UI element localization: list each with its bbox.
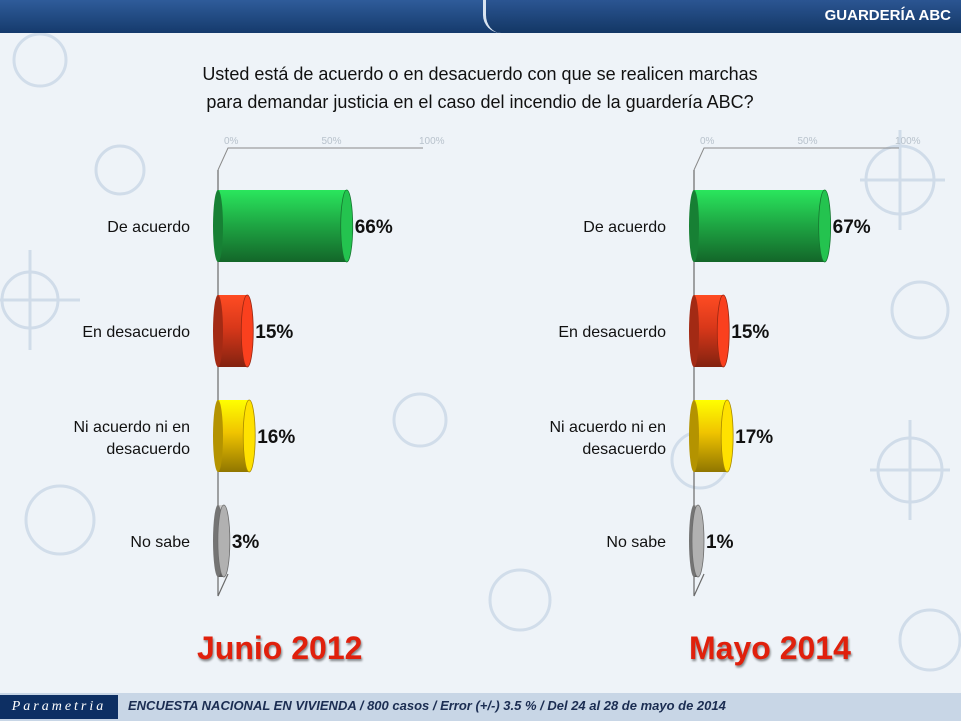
- bar-end-cap: [242, 399, 256, 473]
- bar-end-cap: [691, 504, 705, 578]
- category-label: En desacuerdo: [558, 324, 666, 341]
- category-label: De acuerdo: [107, 219, 190, 236]
- bar-base-cap: [689, 295, 699, 367]
- chart-junio-2012: 0% 50% 100% 66% De acuerdo 15% En desacuerdo 16…: [73, 136, 445, 597]
- bar-base-cap: [213, 190, 223, 262]
- question-line-1: Usted está de acuerdo o en desacuerdo co…: [202, 64, 758, 84]
- value-label: 17%: [735, 427, 773, 448]
- axis-top-frame: [217, 147, 423, 171]
- x-tick-label: 0%: [700, 136, 715, 147]
- bar-base-cap: [213, 400, 223, 472]
- survey-question: Usted está de acuerdo o en desacuerdo co…: [120, 60, 840, 116]
- bar-end-cap: [720, 399, 734, 473]
- bar-base-cap: [689, 190, 699, 262]
- header-tab: GUARDERÍA ABC: [483, 0, 961, 33]
- bar: [218, 190, 347, 262]
- header-bar: GUARDERÍA ABC: [0, 0, 961, 33]
- value-label: 67%: [833, 217, 871, 238]
- chart-mayo-2014: 0% 50% 100% 67% De acuerdo 15% En desacuerdo 17…: [549, 136, 921, 597]
- value-label: 15%: [255, 322, 293, 343]
- parametria-logo: Parametria: [0, 695, 118, 719]
- header-title: GUARDERÍA ABC: [824, 7, 951, 24]
- value-label: 16%: [257, 427, 295, 448]
- x-tick-label: 0%: [224, 136, 239, 147]
- question-line-2: para demandar justicia en el caso del in…: [206, 92, 754, 112]
- period-label-right: Mayo 2014: [689, 630, 851, 666]
- survey-info: ENCUESTA NACIONAL EN VIVIENDA / 800 caso…: [128, 698, 726, 713]
- axis-top-frame: [693, 147, 899, 171]
- period-label-left: Junio 2012: [197, 630, 363, 666]
- category-label: De acuerdo: [583, 219, 666, 236]
- bar-base-cap: [689, 400, 699, 472]
- bar-end-cap: [217, 504, 231, 578]
- bar-end-cap: [340, 189, 354, 263]
- value-label: 3%: [232, 532, 260, 553]
- footer-bar: Parametria ENCUESTA NACIONAL EN VIVIENDA…: [0, 693, 961, 721]
- bar-base-cap: [213, 295, 223, 367]
- value-label: 66%: [355, 217, 393, 238]
- bar: [694, 190, 825, 262]
- category-label: En desacuerdo: [82, 324, 190, 341]
- value-label: 15%: [731, 322, 769, 343]
- bar-end-cap: [716, 294, 730, 368]
- x-tick-label: 100%: [895, 136, 921, 147]
- x-tick-label: 50%: [322, 136, 342, 147]
- category-label: No sabe: [130, 534, 190, 551]
- x-tick-label: 100%: [419, 136, 445, 147]
- category-label: No sabe: [606, 534, 666, 551]
- x-tick-label: 50%: [798, 136, 818, 147]
- bar-end-cap: [240, 294, 254, 368]
- category-label: Ni acuerdo ni en desacuerdo: [73, 419, 190, 458]
- category-label: Ni acuerdo ni en desacuerdo: [549, 419, 666, 458]
- bar-end-cap: [818, 189, 832, 263]
- value-label: 1%: [706, 532, 734, 553]
